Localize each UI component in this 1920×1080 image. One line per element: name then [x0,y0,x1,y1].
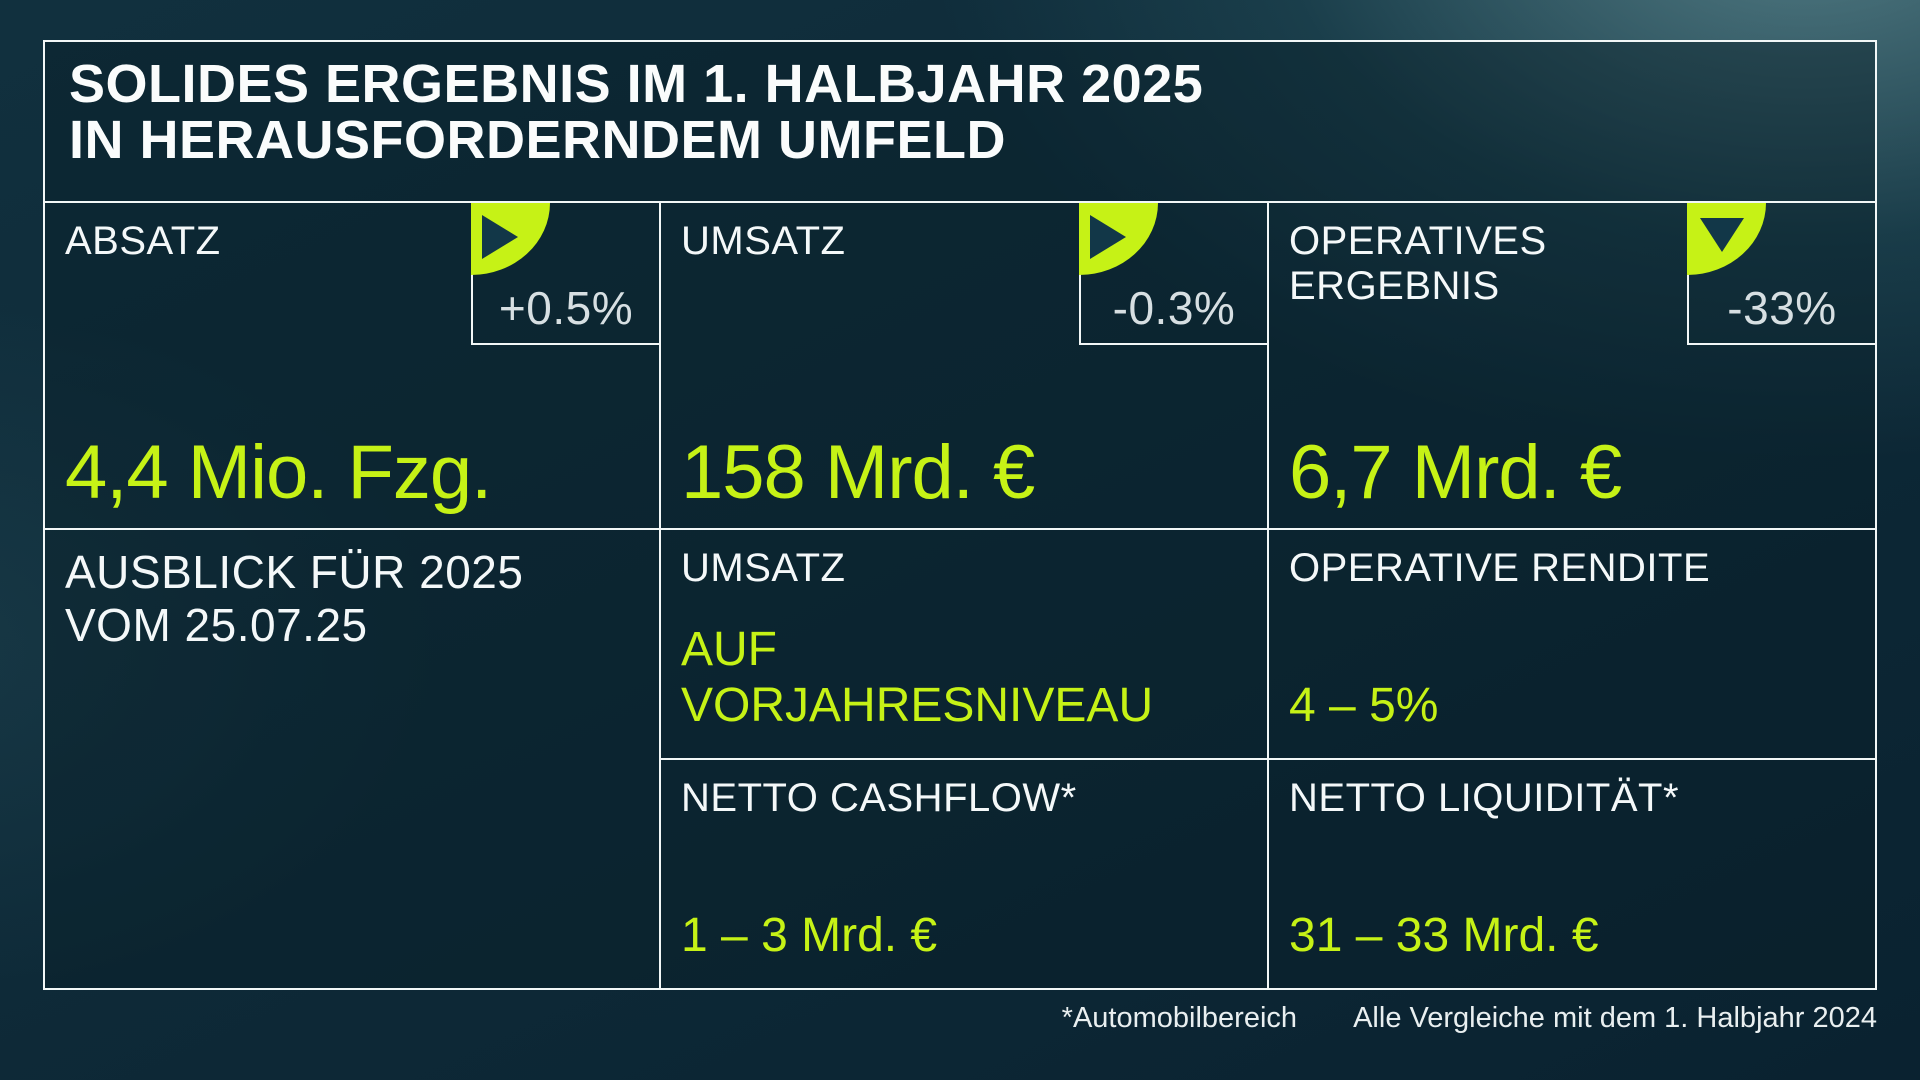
outlook-value: 4 – 5% [1289,679,1439,732]
outlook-cell-netto-cashflow: NETTO CASHFLOW* 1 – 3 Mrd. € [659,758,1267,988]
triangle-glyph [482,215,518,259]
triangle-glyph [1700,218,1744,252]
page-title-line2: IN HERAUSFORDERNDEM UMFELD [69,110,1006,170]
outlook-label: UMSATZ [681,546,846,590]
kpi-value: 6,7 Mrd. € [1289,430,1622,515]
kpi-label: OPERATIVES ERGEBNIS [1289,219,1547,308]
page-title-line1: SOLIDES ERGEBNIS IM 1. HALBJAHR 2025 [69,54,1204,114]
outlook-heading-line2: VOM 25.07.25 [65,599,368,651]
kpi-cell-absatz: ABSATZ +0.5% 4,4 Mio. Fzg. [45,201,659,528]
outlook-label: NETTO CASHFLOW* [681,776,1077,820]
outlook-cell-umsatz: UMSATZ AUF VORJAHRESNIVEAU [659,528,1267,758]
outlook-value: AUF VORJAHRESNIVEAU [681,623,1154,732]
outlook-value: 1 – 3 Mrd. € [681,909,938,962]
footnotes: *Automobilbereich Alle Vergleiche mit de… [1062,1002,1877,1035]
delta-badge: -0.3% [1079,203,1267,345]
delta-badge: -33% [1687,203,1875,345]
kpi-grid: ABSATZ +0.5% 4,4 Mio. Fzg. UMSATZ -0.3% … [45,201,1875,988]
delta-value: -33% [1727,282,1837,334]
outlook-heading: AUSBLICK FÜR 2025 VOM 25.07.25 [65,546,523,652]
footnote-vergleich: Alle Vergleiche mit dem 1. Halbjahr 2024 [1353,1002,1877,1034]
trend-down-icon [1687,203,1766,275]
outlook-value: 31 – 33 Mrd. € [1289,909,1599,962]
kpi-value: 4,4 Mio. Fzg. [65,430,492,515]
content-frame: SOLIDES ERGEBNIS IM 1. HALBJAHR 2025 IN … [43,40,1877,990]
footnote-automobilbereich: *Automobilbereich [1061,1002,1298,1034]
outlook-cell: AUSBLICK FÜR 2025 VOM 25.07.25 [45,528,659,988]
kpi-cell-umsatz: UMSATZ -0.3% 158 Mrd. € [659,201,1267,528]
delta-value: +0.5% [498,282,634,334]
kpi-value: 158 Mrd. € [681,430,1035,515]
kpi-label: ABSATZ [65,219,221,263]
triangle-glyph [1090,215,1126,259]
outlook-cell-netto-liquiditaet: NETTO LIQUIDITÄT* 31 – 33 Mrd. € [1267,758,1875,988]
delta-badge: +0.5% [471,203,659,345]
outlook-label: OPERATIVE RENDITE [1289,546,1711,590]
outlook-cell-operative-rendite: OPERATIVE RENDITE 4 – 5% [1267,528,1875,758]
trend-flat-icon [1079,203,1158,275]
outlook-heading-line1: AUSBLICK FÜR 2025 [65,546,524,598]
title-block: SOLIDES ERGEBNIS IM 1. HALBJAHR 2025 IN … [45,42,1875,201]
outlook-label: NETTO LIQUIDITÄT* [1289,776,1680,820]
delta-value: -0.3% [1112,282,1236,334]
kpi-label: UMSATZ [681,219,846,263]
trend-flat-icon [471,203,550,275]
kpi-cell-operatives-ergebnis: OPERATIVES ERGEBNIS -33% 6,7 Mrd. € [1267,201,1875,528]
